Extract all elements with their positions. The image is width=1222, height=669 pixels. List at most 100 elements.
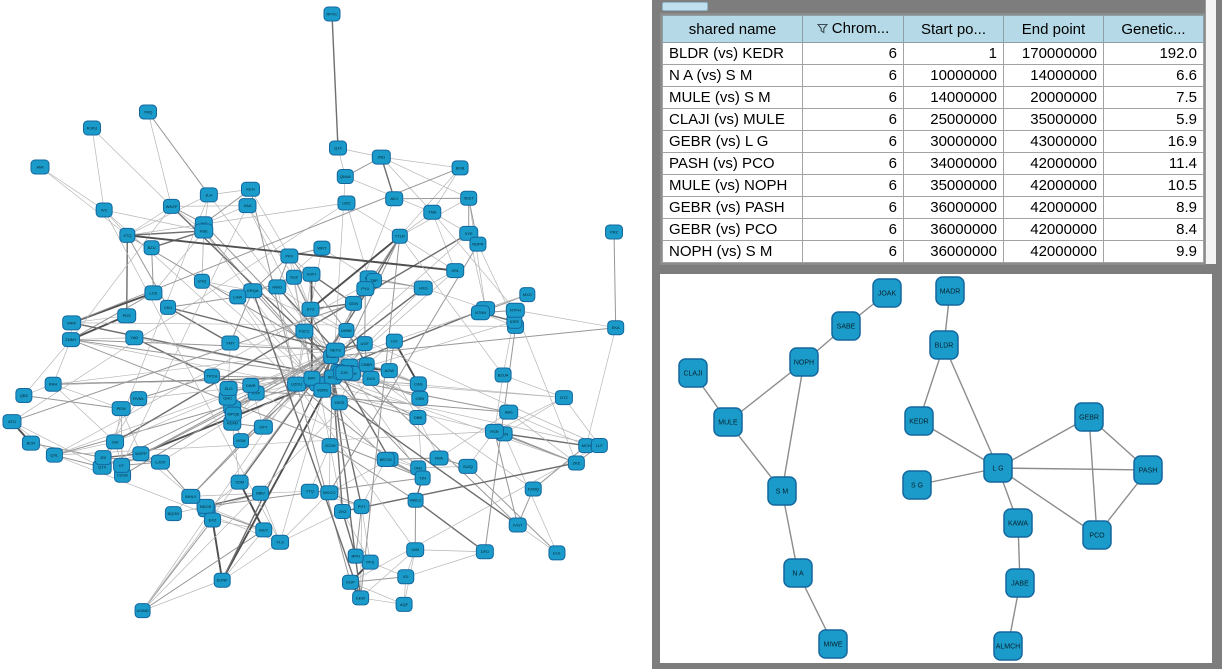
network-node[interactable]: QBZ — [15, 387, 33, 403]
network-node[interactable]: YLS — [271, 534, 290, 550]
network-node[interactable]: ZJG — [335, 365, 354, 381]
network-node[interactable]: FSCC — [295, 323, 314, 339]
network-node[interactable]: NTFH — [505, 302, 525, 318]
network-node[interactable]: OBB — [409, 410, 427, 426]
network-node[interactable]: YTQ — [300, 483, 319, 499]
network-node[interactable]: KEH — [240, 181, 260, 197]
network-node[interactable]: RAH — [44, 376, 62, 392]
network-node[interactable]: AKJ — [385, 191, 404, 207]
network-node[interactable]: WZPP — [132, 446, 150, 462]
network-node[interactable]: YASS — [330, 395, 348, 411]
network-node[interactable]: IVC — [95, 202, 113, 218]
network-node[interactable]: NDPR — [469, 236, 487, 252]
network-node[interactable]: EKA — [607, 320, 625, 336]
network-node[interactable]: GDN — [345, 295, 363, 311]
network-node[interactable]: IVGT — [508, 517, 527, 533]
network-node[interactable]: KRQA — [243, 283, 263, 299]
network-node[interactable]: TJH — [414, 470, 431, 486]
network-node[interactable]: PRZ — [605, 224, 623, 240]
network-node-jabe[interactable]: JABE — [1005, 568, 1035, 598]
network-node[interactable]: DFD — [475, 544, 494, 560]
table-row[interactable]: N A (vs) S M 6 10000000 14000000 6.6 — [662, 64, 1204, 87]
network-node[interactable]: SYZ — [301, 301, 320, 317]
network-node[interactable]: HXG — [413, 280, 433, 296]
network-node[interactable]: HJPJ — [302, 266, 321, 282]
network-node[interactable]: DTZ — [554, 390, 573, 406]
network-node[interactable]: XAA — [238, 198, 257, 214]
network-node[interactable]: PFS — [361, 554, 379, 570]
network-node[interactable]: AOW — [380, 363, 398, 379]
network-node[interactable]: WRF — [62, 315, 82, 331]
network-node[interactable]: NETS — [325, 342, 345, 358]
network-node[interactable]: LCE — [144, 285, 163, 301]
network-node[interactable]: AMI — [30, 159, 50, 175]
table-row[interactable]: GEBR (vs) PCO 6 36000000 42000000 8.4 — [662, 218, 1204, 241]
network-node[interactable]: DWR — [242, 377, 260, 393]
network-node[interactable]: LWZ — [337, 195, 356, 211]
network-node[interactable]: TPCH — [203, 368, 220, 384]
network-node-bldr[interactable]: BLDR — [929, 330, 959, 360]
network-node[interactable]: TNN — [423, 204, 442, 220]
network-node[interactable]: LJOX — [150, 454, 170, 470]
network-node[interactable]: QNVA — [336, 169, 354, 185]
network-node[interactable]: XDM — [230, 474, 249, 490]
network-node-miwe[interactable]: MIWE — [818, 629, 848, 659]
network-node[interactable]: YMY — [221, 335, 240, 351]
network-node[interactable]: HWLC — [407, 492, 424, 508]
network-node[interactable]: RVA — [429, 450, 449, 466]
network-node-s-g[interactable]: S G — [902, 470, 932, 500]
network-node[interactable]: XTQ — [119, 227, 136, 243]
filtered-network-canvas[interactable]: JOAK MADR SABE BLDR NOPH CLAJI MULE KEDR GEBR L G… — [660, 274, 1212, 663]
table-row[interactable]: GEBR (vs) PASH 6 36000000 42000000 8.9 — [662, 196, 1204, 219]
network-node[interactable]: CKU — [160, 299, 177, 315]
network-node[interactable]: BECW — [376, 451, 395, 467]
network-node[interactable]: NTNN — [471, 305, 491, 321]
network-node[interactable]: JGI — [94, 450, 112, 466]
network-node[interactable]: HSW — [232, 433, 249, 449]
network-node-s-m[interactable]: S M — [767, 476, 797, 506]
network-node[interactable]: ZNMY — [61, 332, 80, 348]
network-node-almch[interactable]: ALMCH — [993, 631, 1023, 661]
network-node[interactable]: WHLY — [181, 488, 201, 504]
network-node[interactable]: BZUA — [494, 367, 512, 383]
table-vscrollbar-track[interactable] — [1205, 0, 1216, 264]
network-node[interactable]: BCR — [21, 435, 40, 451]
network-node[interactable]: SUIQ — [458, 458, 478, 474]
filtered-network-panel[interactable]: JOAK MADR SABE BLDR NOPH CLAJI MULE KEDR GEBR L G… — [660, 274, 1212, 663]
table-row[interactable]: GEBR (vs) L G 6 30000000 43000000 16.9 — [662, 130, 1204, 153]
network-node[interactable]: ZHZ — [334, 503, 352, 519]
network-node-n-a[interactable]: N A — [783, 558, 813, 588]
network-node[interactable]: CAS — [409, 376, 427, 392]
column-header-chrom-[interactable]: Chrom... — [802, 15, 904, 43]
network-node-noph[interactable]: NOPH — [789, 347, 819, 377]
network-node[interactable]: QJX — [329, 140, 347, 156]
network-node[interactable]: ZLO — [219, 381, 238, 397]
network-node[interactable]: XEET — [460, 190, 478, 206]
main-network-canvas[interactable]: RFXCQJXRJKUAMIPRZYRQWRTQNVAMCHYCKIJOMXOK… — [0, 0, 652, 669]
table-row[interactable]: BLDR (vs) KEDR 6 1 170000000 192.0 — [662, 42, 1204, 65]
network-node-kawa[interactable]: KAWA — [1003, 508, 1033, 538]
network-node[interactable]: CBBR — [358, 357, 375, 373]
network-node[interactable]: WKZP — [162, 198, 180, 214]
main-network-panel[interactable]: RFXCQJXRJKUAMIPRZYRQWRTQNVAMCHYCKIJOMXOK… — [0, 0, 652, 669]
table-row[interactable]: MULE (vs) S M 6 14000000 20000000 7.5 — [662, 86, 1204, 109]
network-node[interactable]: EUL — [548, 545, 566, 561]
network-node[interactable]: EXZ — [204, 512, 222, 528]
filter-funnel-icon[interactable] — [816, 21, 828, 38]
network-node[interactable]: PYU — [356, 281, 375, 297]
network-node[interactable]: RAY — [303, 370, 321, 386]
network-node-kedr[interactable]: KEDR — [904, 406, 934, 436]
network-node[interactable]: FZMQ — [524, 481, 542, 497]
network-node[interactable]: MXO — [519, 287, 536, 303]
network-node[interactable]: UGMD — [134, 603, 151, 619]
table-hscrollbar-thumb[interactable] — [662, 2, 708, 11]
network-node-claji[interactable]: CLAJI — [678, 358, 708, 388]
network-node[interactable]: WPQE — [224, 406, 242, 422]
network-node[interactable]: RVML — [130, 391, 148, 407]
network-node[interactable]: BOB — [451, 160, 469, 176]
network-node[interactable]: DGP — [341, 574, 359, 590]
network-node[interactable]: ABS — [499, 404, 519, 420]
network-node[interactable]: HSE — [194, 223, 214, 239]
network-node[interactable]: RFXC — [323, 6, 341, 22]
network-node-pash[interactable]: PASH — [1133, 455, 1163, 485]
